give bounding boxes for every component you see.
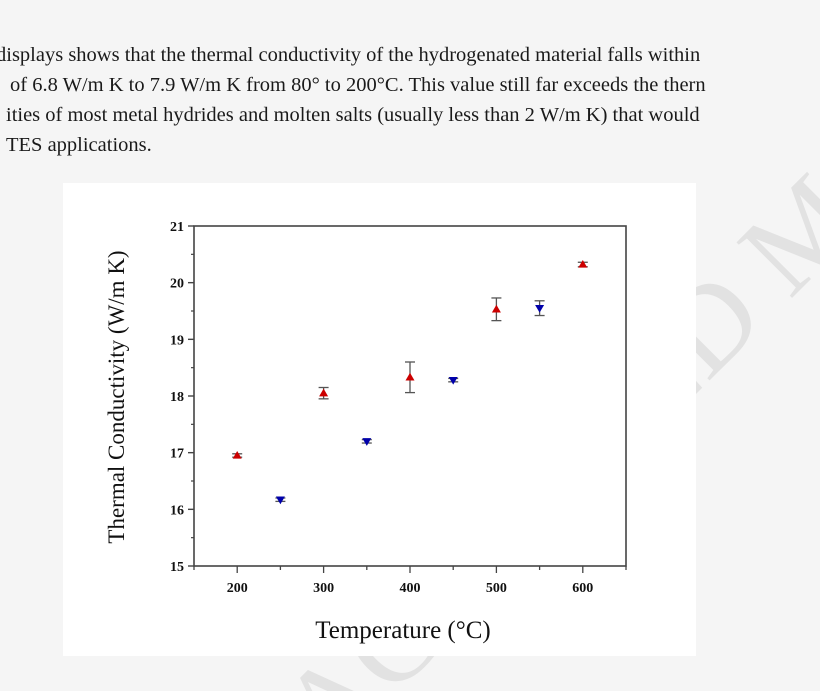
body-paragraph: displays shows that the thermal conducti… [0, 40, 820, 160]
data-point [275, 496, 286, 505]
data-point [534, 300, 545, 317]
x-axis-ticks: 200 300 400 500 600 [193, 566, 627, 596]
data-point [491, 297, 502, 322]
data-point [405, 361, 415, 394]
x-tick-label: 500 [486, 581, 507, 596]
y-tick-label: 21 [170, 220, 184, 235]
x-tick-label: 600 [572, 581, 593, 596]
data-point [318, 386, 329, 400]
paragraph-line-2: of 6.8 W/m K to 7.9 W/m K from 80° to 20… [10, 74, 706, 96]
x-axis-label: Temperature (°C) [315, 617, 491, 644]
paragraph-line-3: ities of most metal hydrides and molten … [6, 104, 700, 126]
figure-panel: 15 16 17 18 19 20 21 200 300 400 500 600 Temperatu… [63, 183, 696, 656]
data-point [448, 376, 459, 385]
y-axis-ticks: 15 16 17 18 19 20 21 [170, 220, 194, 575]
y-tick-label: 19 [170, 333, 184, 348]
plot-frame [193, 225, 627, 567]
paragraph-line-4: TES applications. [6, 134, 152, 156]
data-point [361, 438, 372, 446]
y-tick-label: 16 [170, 503, 184, 518]
data-points [232, 260, 588, 505]
x-tick-label: 200 [227, 581, 248, 596]
y-tick-label: 17 [170, 447, 184, 462]
scatter-chart: 15 16 17 18 19 20 21 200 300 400 500 600 Temperatu… [104, 220, 627, 644]
y-tick-label: 20 [170, 277, 184, 292]
y-axis-label: Thermal Conductivity (W/m K) [104, 250, 129, 543]
paragraph-line-1: displays shows that the thermal conducti… [0, 44, 701, 66]
data-point [577, 260, 588, 268]
y-tick-label: 18 [170, 390, 184, 405]
data-point [232, 451, 243, 459]
y-tick-label: 15 [170, 560, 184, 575]
x-tick-label: 300 [313, 581, 334, 596]
x-tick-label: 400 [400, 581, 421, 596]
